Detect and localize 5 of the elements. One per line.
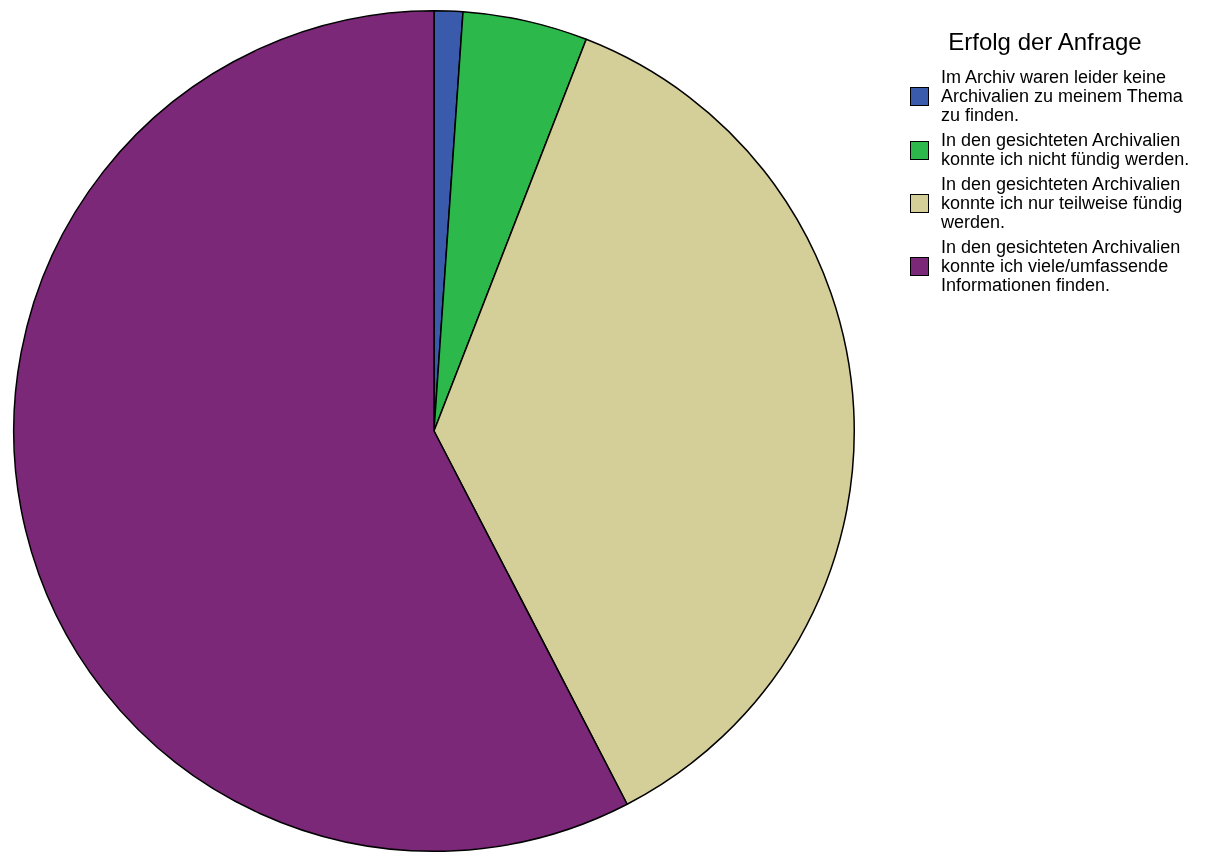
- legend-label: In den gesichteten Archivalien konnte ich nur teilweise fündig werden.: [941, 174, 1184, 232]
- legend-label: In den gesichteten Archivalien konnte ich nicht fündig werden.: [941, 130, 1191, 169]
- legend-label: Im Archiv waren leider keine Archivalien zu meinem Thema zu finden.: [941, 67, 1184, 125]
- legend-label: In den gesichteten Archivalien konnte ich viele/umfassende Informationen finden.: [941, 237, 1182, 295]
- legend-title: Erfolg der Anfrage: [947, 28, 1143, 56]
